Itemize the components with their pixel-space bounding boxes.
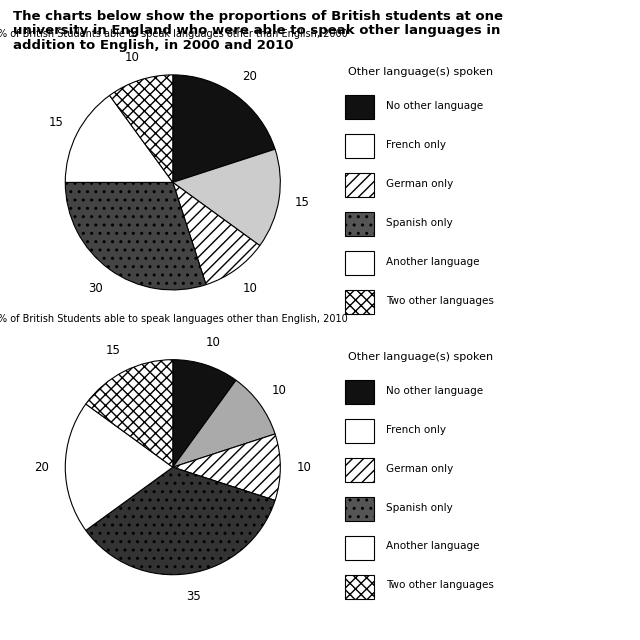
Text: 20: 20 <box>34 461 49 474</box>
Text: 10: 10 <box>271 383 286 397</box>
Bar <box>344 212 374 236</box>
Wedge shape <box>173 182 260 285</box>
Text: French only: French only <box>386 140 446 150</box>
Text: German only: German only <box>386 463 453 474</box>
Text: French only: French only <box>386 424 446 435</box>
Bar <box>344 173 374 197</box>
Text: 15: 15 <box>295 196 310 209</box>
Wedge shape <box>65 95 173 182</box>
Wedge shape <box>86 360 173 467</box>
Bar <box>344 497 374 521</box>
Bar <box>344 458 374 482</box>
Bar <box>344 251 374 275</box>
Text: 35: 35 <box>186 590 201 604</box>
Bar <box>344 380 374 404</box>
Text: No other language: No other language <box>386 385 483 396</box>
Wedge shape <box>109 75 173 182</box>
Bar <box>344 134 374 158</box>
Wedge shape <box>65 404 173 531</box>
Text: German only: German only <box>386 179 453 189</box>
Title: % of British Students able to speak languages other than English, 2000: % of British Students able to speak lang… <box>0 29 348 39</box>
Wedge shape <box>173 75 275 182</box>
Text: Other language(s) spoken: Other language(s) spoken <box>348 67 493 77</box>
Text: 10: 10 <box>243 282 257 295</box>
Text: addition to English, in 2000 and 2010: addition to English, in 2000 and 2010 <box>13 39 293 52</box>
Text: The charts below show the proportions of British students at one: The charts below show the proportions of… <box>13 10 503 22</box>
Text: 30: 30 <box>88 282 103 295</box>
Text: 20: 20 <box>243 70 257 83</box>
Title: % of British Students able to speak languages other than English, 2010: % of British Students able to speak lang… <box>0 314 348 324</box>
Bar <box>344 95 374 119</box>
Text: Another language: Another language <box>386 257 479 267</box>
Text: Two other languages: Two other languages <box>386 580 493 591</box>
Wedge shape <box>173 434 280 500</box>
Bar <box>344 575 374 599</box>
Wedge shape <box>65 182 206 290</box>
Text: 10: 10 <box>296 461 312 474</box>
Text: 10: 10 <box>206 336 221 349</box>
Text: Spanish only: Spanish only <box>386 502 452 513</box>
Text: 10: 10 <box>125 51 140 64</box>
Text: Two other languages: Two other languages <box>386 296 493 306</box>
Wedge shape <box>173 149 280 246</box>
Text: university in England who were able to speak other languages in: university in England who were able to s… <box>13 24 500 37</box>
Text: Spanish only: Spanish only <box>386 218 452 228</box>
Text: Another language: Another language <box>386 541 479 552</box>
Text: Other language(s) spoken: Other language(s) spoken <box>348 351 493 362</box>
Bar <box>344 419 374 443</box>
Bar <box>344 536 374 560</box>
Wedge shape <box>86 467 275 575</box>
Text: 15: 15 <box>106 344 121 357</box>
Bar <box>344 290 374 314</box>
Wedge shape <box>173 360 236 467</box>
Wedge shape <box>173 380 275 467</box>
Text: No other language: No other language <box>386 100 483 111</box>
Text: 15: 15 <box>49 116 63 129</box>
